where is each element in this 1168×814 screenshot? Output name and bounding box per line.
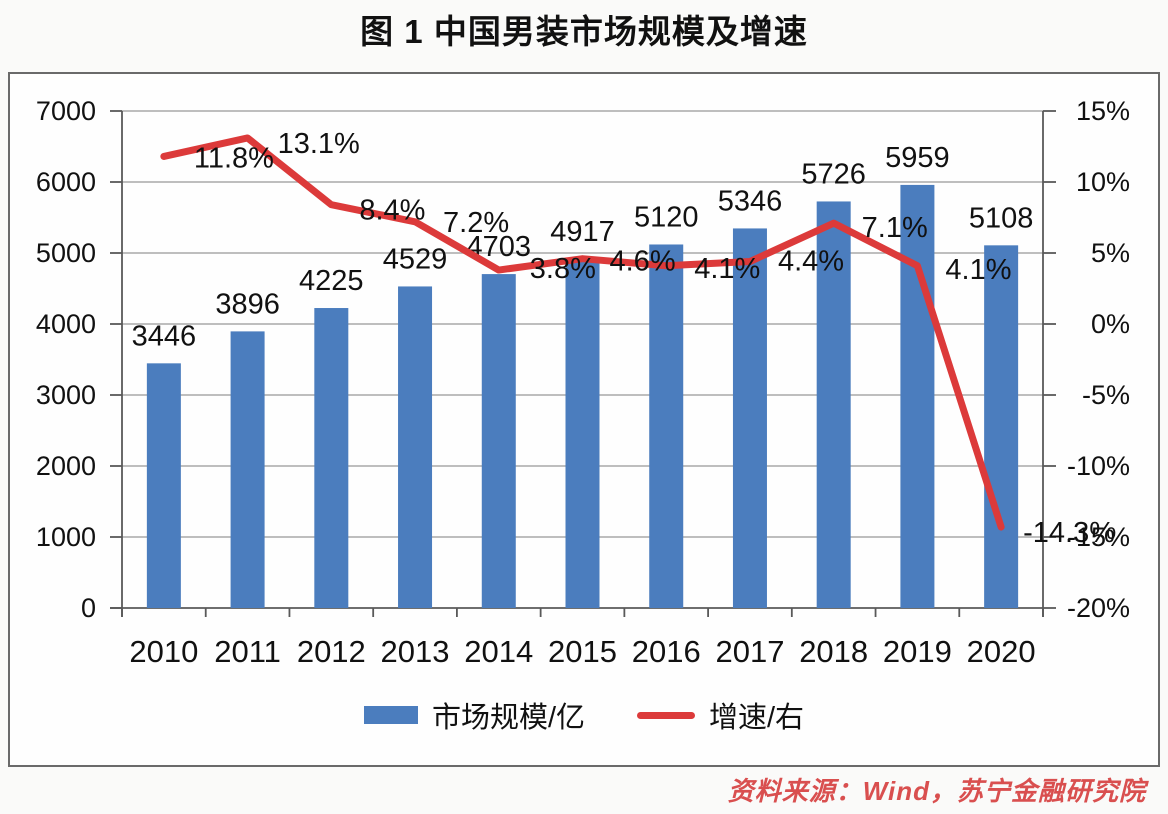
bar-label-2020: 5108 [969,202,1034,234]
growth-label-2012: 8.4% [359,195,425,227]
line-series-swatch [637,711,695,719]
bar-2020 [984,245,1019,608]
legend-item-growth-rate: 增速/右 [637,694,804,736]
bar-label-2017: 5346 [718,185,783,217]
y-right-label--10%: -10% [1067,451,1130,481]
y-right-label-10%: 10% [1076,167,1130,197]
y-right-label-5%: 5% [1091,238,1130,268]
bar-2019 [900,184,935,608]
growth-label-2015: 4.6% [610,246,676,278]
x-label-2015: 2015 [548,634,617,669]
y-right-label--20%: -20% [1067,593,1130,623]
x-label-2011: 2011 [214,634,281,669]
bar-label-2012: 4225 [299,265,364,297]
growth-label-2014: 3.8% [530,253,596,285]
bar-2016 [649,244,684,609]
x-label-2013: 2013 [381,634,450,669]
y-left-label-7000: 7000 [36,96,96,126]
x-label-2019: 2019 [883,634,952,669]
legend-item-market-size: 市场规模/亿 [363,694,585,736]
chart-canvas: 0 1000 2000 3000 4000 5000 6000 7000 -20% -15% -10… [36,96,1130,669]
y-right-label--5%: -5% [1082,380,1130,410]
bar-label-2015: 4917 [550,216,615,248]
x-label-2016: 2016 [632,634,701,669]
x-label-2017: 2017 [715,634,784,669]
bar-label-2013: 4529 [383,243,448,275]
y-left-label-0: 0 [81,593,96,623]
growth-label-2010: 11.8% [194,142,274,174]
growth-label-2013: 7.2% [443,207,509,239]
y-left-label-1000: 1000 [36,522,96,552]
bar-label-2018: 5726 [801,158,866,190]
y-left-label-3000: 3000 [36,380,96,410]
y-left-label-2000: 2000 [36,451,96,481]
growth-label-2017: 4.4% [778,246,844,278]
y-right-label-0%: 0% [1091,309,1130,339]
growth-label-2020: -14.3% [1023,517,1115,549]
growth-label-2016: 4.1% [694,253,760,285]
growth-label-2018: 7.1% [862,212,928,244]
x-label-2012: 2012 [297,634,366,669]
growth-label-2019: 4.1% [945,254,1011,286]
y-right-label--15%: -15% [1067,522,1130,552]
bar-2014 [481,274,516,608]
bar-label-2010: 3446 [132,320,197,352]
x-label-2014: 2014 [464,634,533,669]
bar-2015 [565,258,600,608]
bar-2012 [314,308,349,608]
y-left-label-6000: 6000 [36,167,96,197]
source-note: 资料来源：Wind，苏宁金融研究院 [727,776,1146,806]
bar-2013 [398,286,433,608]
bar-label-2019: 5959 [885,142,950,174]
y-left-label-4000: 4000 [36,309,96,339]
legend-label-growth-rate: 增速/右 [709,702,805,734]
growth-label-2011: 13.1% [278,128,360,160]
x-label-2020: 2020 [967,634,1036,669]
growth-line [160,134,1005,531]
legend-label-market-size: 市场规模/亿 [431,702,585,734]
bar-2010 [146,363,181,608]
bar-label-2016: 5120 [634,201,699,233]
x-label-2018: 2018 [799,634,868,669]
x-label-2010: 2010 [129,634,198,669]
chart-area: 0 1000 2000 3000 4000 5000 6000 7000 -20% -15% -10… [8,72,1160,767]
bar-2017 [732,228,767,608]
chart-title: 图 1 中国男装市场规模及增速 [360,13,808,50]
bar-2011 [230,331,265,608]
bar-label-2011: 3896 [215,288,280,320]
bar-series-swatch [363,706,418,724]
bar-2018 [816,201,851,608]
y-right-label-15%: 15% [1076,96,1130,126]
legend: 市场规模/亿 增速/右 [10,694,1158,736]
y-left-label-5000: 5000 [36,238,96,268]
